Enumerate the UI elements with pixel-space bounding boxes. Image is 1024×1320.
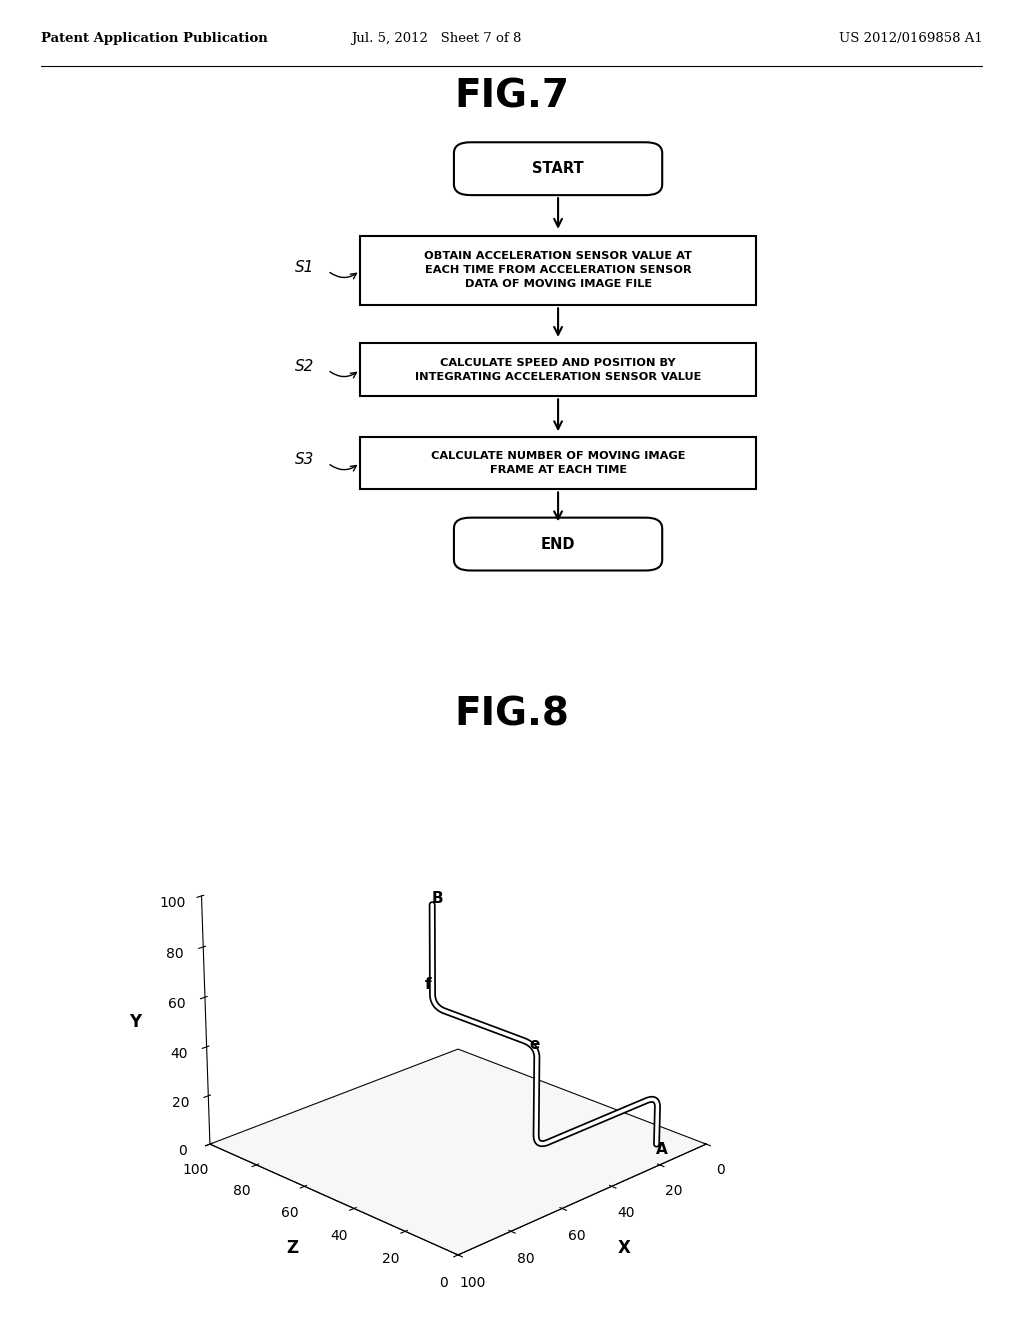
Text: OBTAIN ACCELERATION SENSOR VALUE AT
EACH TIME FROM ACCELERATION SENSOR
DATA OF M: OBTAIN ACCELERATION SENSOR VALUE AT EACH… (424, 251, 692, 289)
Y-axis label: Z: Z (286, 1238, 298, 1257)
Text: FIG.7: FIG.7 (455, 78, 569, 116)
FancyBboxPatch shape (454, 143, 663, 195)
Text: Patent Application Publication: Patent Application Publication (41, 32, 267, 45)
Text: CALCULATE SPEED AND POSITION BY
INTEGRATING ACCELERATION SENSOR VALUE: CALCULATE SPEED AND POSITION BY INTEGRAT… (415, 358, 701, 381)
Text: START: START (532, 161, 584, 176)
X-axis label: X: X (617, 1238, 631, 1257)
Text: S2: S2 (295, 359, 314, 375)
Text: FIG.8: FIG.8 (455, 696, 569, 733)
Text: END: END (541, 536, 575, 552)
FancyBboxPatch shape (454, 517, 663, 570)
Text: S3: S3 (295, 453, 314, 467)
FancyBboxPatch shape (360, 437, 757, 490)
FancyBboxPatch shape (360, 343, 757, 396)
Text: S1: S1 (295, 260, 314, 276)
FancyBboxPatch shape (360, 236, 757, 305)
Text: US 2012/0169858 A1: US 2012/0169858 A1 (840, 32, 983, 45)
Text: CALCULATE NUMBER OF MOVING IMAGE
FRAME AT EACH TIME: CALCULATE NUMBER OF MOVING IMAGE FRAME A… (431, 451, 685, 475)
Text: Jul. 5, 2012   Sheet 7 of 8: Jul. 5, 2012 Sheet 7 of 8 (351, 32, 522, 45)
